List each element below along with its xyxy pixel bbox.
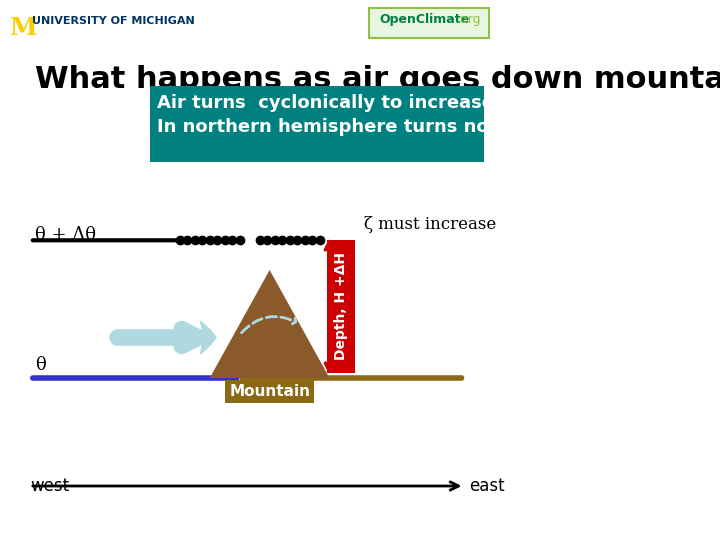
FancyBboxPatch shape (369, 8, 490, 38)
Text: .org: .org (457, 14, 482, 26)
FancyBboxPatch shape (327, 240, 354, 373)
Text: θ + Δθ: θ + Δθ (35, 226, 96, 244)
Text: M: M (10, 16, 37, 40)
FancyBboxPatch shape (150, 86, 485, 162)
Text: What happens as air goes down mountain?: What happens as air goes down mountain? (35, 65, 720, 94)
Polygon shape (210, 270, 330, 378)
FancyArrowPatch shape (241, 316, 296, 333)
Text: Air turns  cyclonically to increase vorticity.
In northern hemisphere turns nort: Air turns cyclonically to increase vorti… (157, 94, 590, 136)
Text: east: east (469, 477, 505, 495)
Text: west: west (30, 477, 69, 495)
Text: θ: θ (35, 355, 45, 374)
Text: Depth, H +ΔH: Depth, H +ΔH (334, 252, 348, 361)
Text: OpenClimate: OpenClimate (379, 14, 469, 26)
Text: Mountain: Mountain (229, 384, 310, 399)
Text: UNIVERSITY OF MICHIGAN: UNIVERSITY OF MICHIGAN (32, 16, 195, 26)
Text: ζ must increase: ζ must increase (364, 215, 497, 233)
